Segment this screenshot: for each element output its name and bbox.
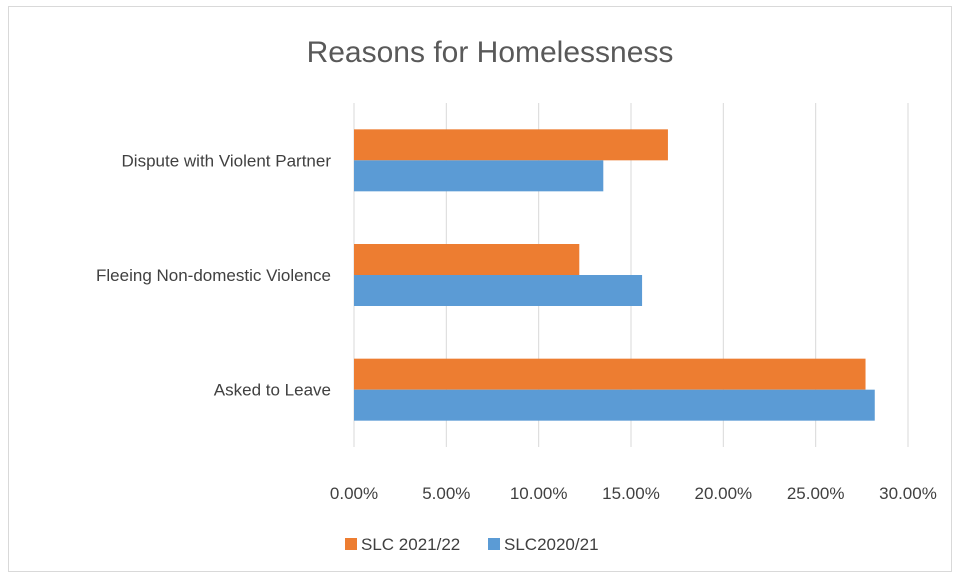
legend-swatch [488,538,500,550]
bar-slc-2020-21 [354,160,604,192]
category-label: Asked to Leave [214,381,331,400]
legend-swatch [345,538,357,550]
bar-slc-2021-22 [354,244,580,275]
x-tick-label: 5.00% [422,484,470,503]
bar-slc-2020-21 [354,275,643,306]
category-labels: Asked to Leave Fleeing Non-domestic Viole… [96,151,331,399]
x-tick-label: 20.00% [694,484,752,503]
category-label: Fleeing Non-domestic Violence [96,266,331,285]
legend-label: SLC2020/21 [504,535,599,554]
legend-label: SLC 2021/22 [361,535,460,554]
bar-slc-2021-22 [354,129,668,161]
x-tick-label: 15.00% [602,484,660,503]
x-tick-labels: 0.00% 5.00% 10.00% 15.00% 20.00% 25.00% 30.00% [330,484,937,503]
x-tick-label: 0.00% [330,484,378,503]
x-tick-label: 30.00% [879,484,937,503]
bar-slc-2021-22 [354,358,866,390]
legend: SLC 2021/22 SLC2020/21 [345,535,599,554]
bars [354,129,875,421]
chart-title: Reasons for Homelessness [307,36,674,69]
bar-slc-2020-21 [354,389,875,421]
category-label: Dispute with Violent Partner [122,151,332,170]
x-tick-label: 25.00% [787,484,845,503]
x-tick-label: 10.00% [510,484,568,503]
